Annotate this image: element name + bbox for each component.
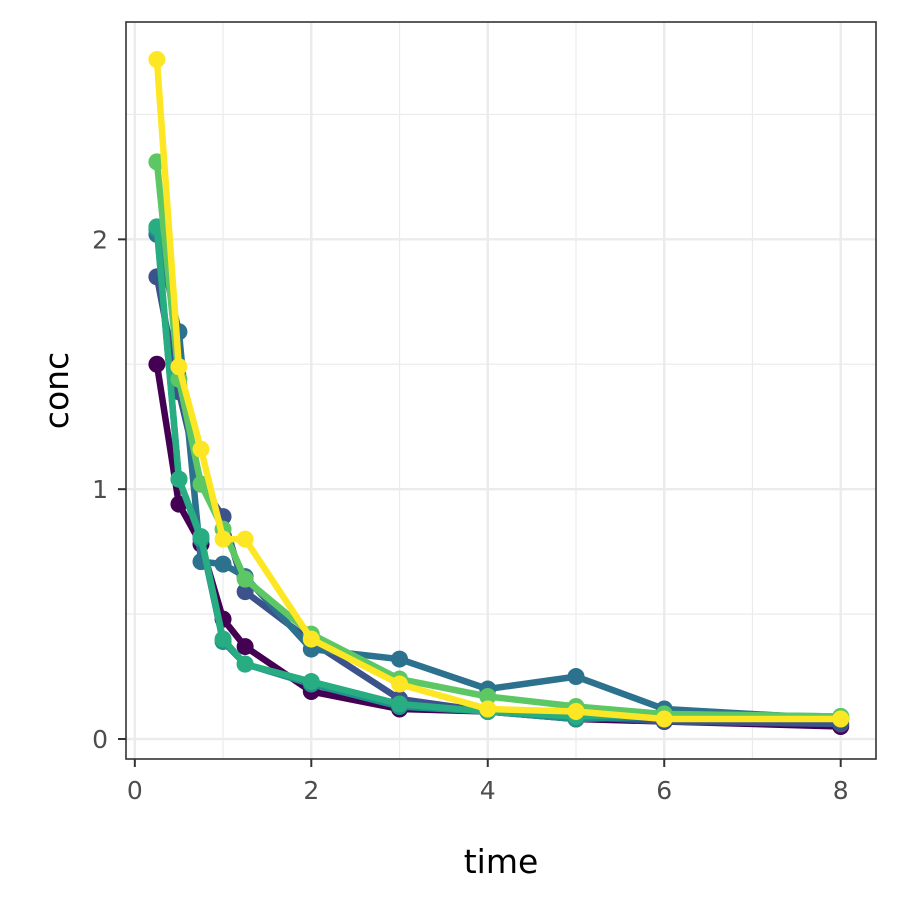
data-point xyxy=(302,630,320,648)
data-point xyxy=(214,555,232,573)
panel-border xyxy=(125,21,877,760)
y-tick-label: 2 xyxy=(92,225,108,254)
y-tick-label: 1 xyxy=(92,475,108,504)
data-point xyxy=(832,710,850,728)
data-point xyxy=(391,650,409,668)
tick-labels: 0 2 4 6 8 0 1 2 xyxy=(92,225,849,805)
data-point xyxy=(655,710,673,728)
data-point xyxy=(214,530,232,548)
data-point xyxy=(170,470,188,488)
data-point xyxy=(214,630,232,648)
data-point xyxy=(391,695,409,713)
x-tick-label: 0 xyxy=(127,776,143,805)
data-series xyxy=(148,50,850,736)
y-tick-label: 0 xyxy=(92,725,108,754)
data-point xyxy=(567,668,585,686)
data-point xyxy=(170,358,188,376)
x-axis-title: time xyxy=(464,842,539,881)
data-point xyxy=(192,528,210,546)
x-tick-label: 4 xyxy=(480,776,496,805)
axis-ticks xyxy=(118,238,842,767)
data-point xyxy=(479,688,497,706)
data-point xyxy=(236,570,254,588)
x-tick-label: 6 xyxy=(656,776,672,805)
data-point xyxy=(236,638,254,656)
data-point xyxy=(148,355,166,373)
x-tick-label: 2 xyxy=(303,776,319,805)
data-point xyxy=(236,583,254,601)
data-point xyxy=(391,675,409,693)
grid-lines xyxy=(126,22,876,759)
series-7 xyxy=(148,50,850,728)
data-point xyxy=(192,440,210,458)
data-point xyxy=(148,50,166,68)
y-axis-title: conc xyxy=(37,352,76,429)
data-point xyxy=(479,700,497,718)
data-point xyxy=(236,530,254,548)
data-point xyxy=(302,673,320,691)
data-point xyxy=(567,703,585,721)
data-point xyxy=(236,655,254,673)
x-tick-label: 8 xyxy=(833,776,849,805)
